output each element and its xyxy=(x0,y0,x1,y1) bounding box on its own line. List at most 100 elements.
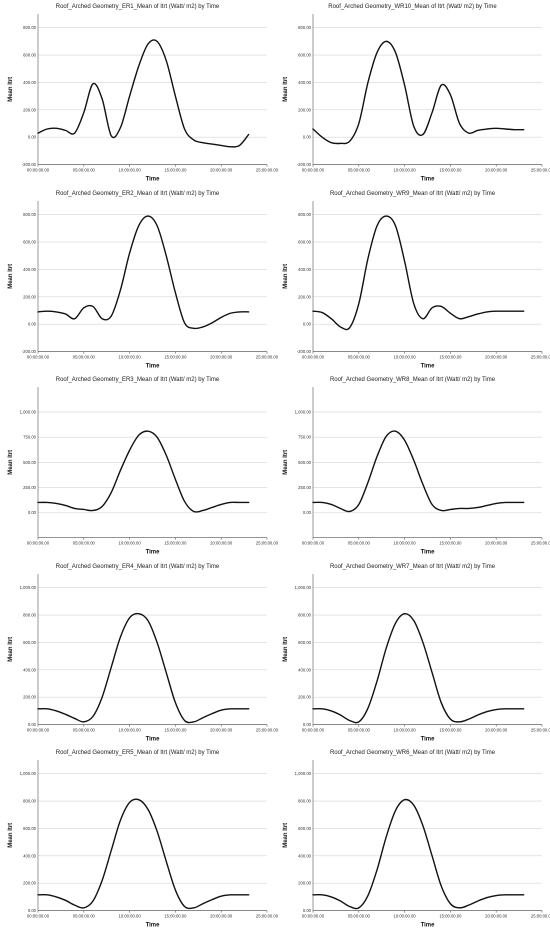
y-tick-label: 250.00 xyxy=(23,485,36,490)
y-axis-title: Mean Itrt xyxy=(8,263,14,288)
y-tick-label: 600.00 xyxy=(298,826,311,831)
chart-panel: Roof_Arched Geometry_WR7_Mean of Itrt (W… xyxy=(283,564,550,743)
y-tick-label: 500.00 xyxy=(298,460,311,465)
y-tick-label: 1,000.00 xyxy=(295,585,312,590)
y-axis-title: Mean Itrt xyxy=(8,77,14,102)
chart-panel: Roof_Arched Geometry_WR10_Mean of Itrt (… xyxy=(283,4,550,183)
x-tick-label: 15:00:00.00 xyxy=(439,354,462,359)
x-tick-label: 20:00:00.00 xyxy=(210,541,233,546)
x-tick-label: 10:00:00.00 xyxy=(394,541,417,546)
x-tick-label: 15:00:00.00 xyxy=(439,914,462,919)
chart-panel: Roof_Arched Geometry_WR8_Mean of Itrt (W… xyxy=(283,377,550,556)
y-tick-label: 800.00 xyxy=(23,612,36,617)
x-tick-label: 25:00:00.00 xyxy=(256,541,279,546)
y-tick-label: 0.00 xyxy=(28,321,37,326)
x-axis-title: Time xyxy=(146,736,161,742)
y-tick-label: 200.00 xyxy=(23,881,36,886)
x-tick-label: 15:00:00.00 xyxy=(164,541,187,546)
x-tick-label: 25:00:00.00 xyxy=(256,354,279,359)
x-tick-label: 00:00:00.00 xyxy=(27,914,50,919)
y-tick-label: 0.00 xyxy=(303,908,312,913)
y-axis-title: Mean Itrt xyxy=(283,637,289,662)
x-tick-label: 05:00:00.00 xyxy=(73,541,96,546)
y-tick-label: -200.00 xyxy=(297,162,312,167)
chart-panel: Roof_Arched Geometry_WR9_Mean of Itrt (W… xyxy=(283,191,550,370)
y-tick-label: 1,000.00 xyxy=(20,772,37,777)
y-tick-label: 400.00 xyxy=(23,80,36,85)
y-tick-label: 0.00 xyxy=(303,135,312,140)
y-tick-label: 600.00 xyxy=(23,53,36,58)
y-tick-label: -200.00 xyxy=(22,349,37,354)
chart-title: Roof_Arched Geometry_ER4_Mean of Itrt (W… xyxy=(56,564,220,570)
x-tick-label: 05:00:00.00 xyxy=(348,168,371,173)
x-tick-label: 05:00:00.00 xyxy=(348,541,371,546)
x-tick-label: 25:00:00.00 xyxy=(256,727,279,732)
x-tick-label: 05:00:00.00 xyxy=(73,168,96,173)
x-tick-label: 15:00:00.00 xyxy=(164,354,187,359)
x-tick-label: 10:00:00.00 xyxy=(119,354,142,359)
x-axis-title: Time xyxy=(421,363,436,369)
y-tick-label: 600.00 xyxy=(23,640,36,645)
series-line xyxy=(37,214,250,329)
x-tick-label: 10:00:00.00 xyxy=(394,727,417,732)
x-tick-label: 00:00:00.00 xyxy=(302,168,325,173)
chart-title: Roof_Arched Geometry_WR6_Mean of Itrt (W… xyxy=(330,750,496,756)
x-tick-label: 05:00:00.00 xyxy=(348,354,371,359)
x-tick-label: 15:00:00.00 xyxy=(164,727,187,732)
x-tick-label: 00:00:00.00 xyxy=(302,914,325,919)
y-tick-label: 400.00 xyxy=(23,854,36,859)
y-tick-label: 0.00 xyxy=(303,510,312,515)
x-tick-label: 20:00:00.00 xyxy=(485,354,508,359)
x-axis-title: Time xyxy=(146,550,161,556)
x-axis-title: Time xyxy=(421,550,436,556)
y-tick-label: 1,000.00 xyxy=(20,585,37,590)
x-tick-label: 20:00:00.00 xyxy=(485,914,508,919)
x-tick-label: 25:00:00.00 xyxy=(531,541,550,546)
y-tick-label: 0.00 xyxy=(303,722,312,727)
chart-panel: Roof_Arched Geometry_WR6_Mean of Itrt (W… xyxy=(283,750,550,929)
y-tick-label: 600.00 xyxy=(298,239,311,244)
series-line xyxy=(312,430,525,513)
x-tick-label: 10:00:00.00 xyxy=(394,168,417,173)
y-tick-label: 0.00 xyxy=(28,908,37,913)
x-axis-title: Time xyxy=(146,177,161,183)
x-tick-label: 00:00:00.00 xyxy=(27,541,50,546)
x-axis-title: Time xyxy=(421,177,436,183)
chart-title: Roof_Arched Geometry_WR8_Mean of Itrt (W… xyxy=(330,377,496,383)
y-tick-label: 1,000.00 xyxy=(20,410,37,415)
y-tick-label: 250.00 xyxy=(298,485,311,490)
x-tick-label: 05:00:00.00 xyxy=(73,354,96,359)
y-tick-label: 800.00 xyxy=(23,212,36,217)
chart-panel: Roof_Arched Geometry_ER5_Mean of Itrt (W… xyxy=(8,750,279,929)
x-tick-label: 20:00:00.00 xyxy=(210,168,233,173)
x-tick-label: 15:00:00.00 xyxy=(439,168,462,173)
chart-title: Roof_Arched Geometry_WR9_Mean of Itrt (W… xyxy=(330,191,496,197)
series-line xyxy=(37,798,250,910)
y-tick-label: 200.00 xyxy=(298,881,311,886)
x-axis-title: Time xyxy=(146,363,161,369)
series-line xyxy=(312,799,525,910)
x-tick-label: 05:00:00.00 xyxy=(348,914,371,919)
x-tick-label: 25:00:00.00 xyxy=(256,914,279,919)
series-line xyxy=(312,214,525,330)
series-line xyxy=(37,430,250,513)
y-axis-title: Mean Itrt xyxy=(283,450,289,475)
series-line xyxy=(312,40,525,145)
x-tick-label: 15:00:00.00 xyxy=(439,541,462,546)
y-tick-label: 800.00 xyxy=(298,612,311,617)
x-tick-label: 10:00:00.00 xyxy=(119,727,142,732)
y-tick-label: 600.00 xyxy=(23,239,36,244)
x-tick-label: 15:00:00.00 xyxy=(439,727,462,732)
chart-panel: Roof_Arched Geometry_ER4_Mean of Itrt (W… xyxy=(8,564,279,743)
y-tick-label: 200.00 xyxy=(23,107,36,112)
y-tick-label: 200.00 xyxy=(298,294,311,299)
y-tick-label: 0.00 xyxy=(28,510,37,515)
x-tick-label: 20:00:00.00 xyxy=(210,354,233,359)
x-tick-label: 25:00:00.00 xyxy=(531,168,550,173)
x-tick-label: 05:00:00.00 xyxy=(73,727,96,732)
y-axis-title: Mean Itrt xyxy=(8,450,14,475)
x-tick-label: 25:00:00.00 xyxy=(531,727,550,732)
chart-title: Roof_Arched Geometry_WR10_Mean of Itrt (… xyxy=(328,4,497,10)
x-tick-label: 10:00:00.00 xyxy=(119,541,142,546)
chart-title: Roof_Arched Geometry_ER1_Mean of Itrt (W… xyxy=(56,4,220,10)
